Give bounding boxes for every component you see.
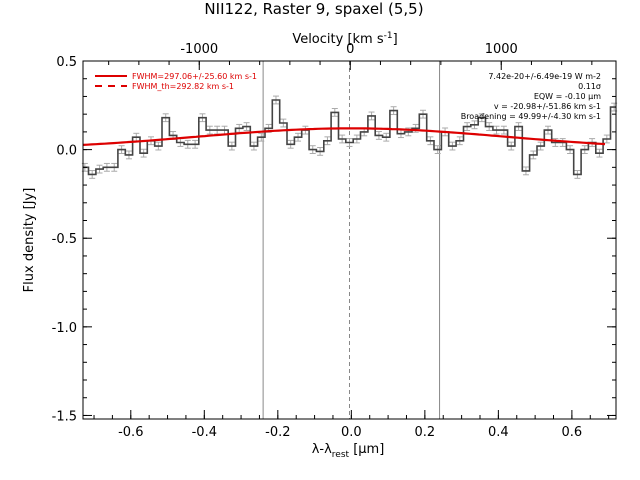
x-tick-label: 0.6	[562, 425, 583, 440]
x-tick-label: -0.2	[265, 425, 290, 440]
x-tick-label: 0.0	[341, 425, 362, 440]
x-tick-label: -0.4	[192, 425, 217, 440]
annotation-text: EQW = -0.10 µm	[534, 92, 601, 101]
y-axis-label: Flux density [Jy]	[22, 188, 37, 293]
plot-frame	[82, 60, 617, 420]
gaussian-fit-curve	[82, 127, 606, 146]
chart-axes: -0.6 -0.4 -0.2 0.0 0.2 0.4 0.6 -1.5 -1.0 -0.5 0.0 0…	[52, 42, 616, 440]
y-tick-label: -0.5	[52, 232, 77, 247]
x-tick-label: 0.2	[415, 425, 436, 440]
chart-title: NII122, Raster 9, spaxel (5,5)	[204, 0, 423, 18]
x-axis-label: λ-λrest [µm]	[312, 442, 385, 460]
legend-label: FWHM=297.06+/-25.60 km s-1	[132, 72, 257, 81]
top-tick-label: -1000	[180, 42, 218, 57]
annotation-text: 7.42e-20+/-6.49e-19 W m-2	[488, 72, 601, 81]
y-tick-label: -1.0	[52, 321, 77, 336]
spectrum-step-line	[83, 99, 616, 176]
top-tick-label: 1000	[485, 42, 518, 57]
top-tick-label: 0	[346, 42, 354, 57]
top-axis-label: Velocity [km s-1]	[292, 31, 397, 47]
chart-data-layer	[81, 61, 618, 419]
x-tick-label: -0.6	[118, 425, 143, 440]
annotation-text: v = -20.98+/-51.86 km s-1	[494, 102, 601, 111]
legend-label: FWHM_th=292.82 km s-1	[132, 82, 234, 91]
y-tick-label: 0.5	[56, 55, 77, 70]
y-tick-label: -1.5	[52, 409, 77, 424]
annotation-text: Broadening = 49.99+/-4.30 km s-1	[461, 112, 601, 121]
annotation-text: 0.11σ	[578, 82, 601, 91]
x-tick-label: 0.4	[488, 425, 509, 440]
legend: FWHM=297.06+/-25.60 km s-1FWHM_th=292.82…	[95, 72, 257, 91]
y-tick-label: 0.0	[56, 144, 77, 159]
